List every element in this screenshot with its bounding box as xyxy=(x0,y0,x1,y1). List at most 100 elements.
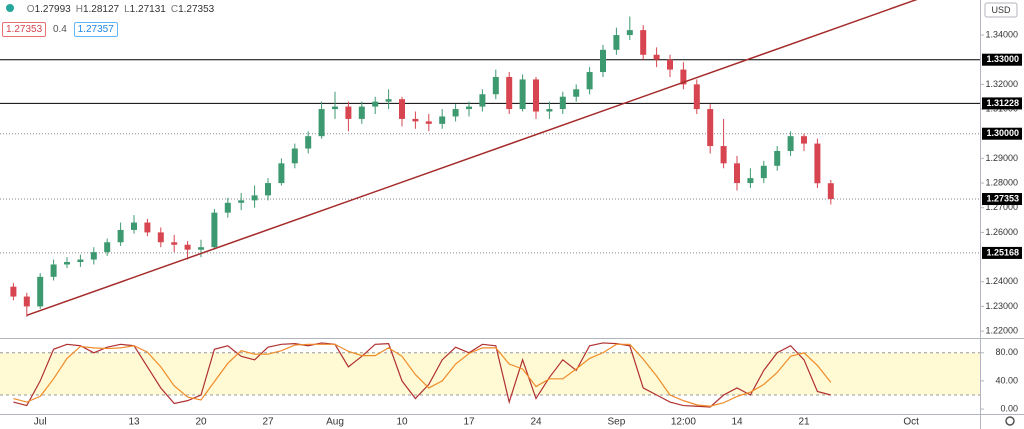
x-tick-label: 24 xyxy=(530,417,542,428)
currency-box[interactable] xyxy=(984,2,1018,18)
x-tick-label: 20 xyxy=(195,417,207,428)
settings-icon[interactable] xyxy=(1005,416,1015,426)
price-label: 1.31228 xyxy=(986,98,1019,108)
candle-body xyxy=(533,79,539,112)
y-tick-label: 1.26000 xyxy=(985,227,1018,237)
x-tick-label: 21 xyxy=(798,417,810,428)
price-label-box xyxy=(982,97,1022,110)
candle-body xyxy=(305,136,312,149)
y-tick-label: 1.34000 xyxy=(985,29,1018,39)
candle-body xyxy=(224,202,231,213)
y-tick-label: 40.00 xyxy=(995,375,1018,385)
x-tick-label: 12:00 xyxy=(671,417,696,428)
candle-body xyxy=(680,69,687,85)
ohlc-value: 1.28127 xyxy=(82,4,120,15)
candle-body xyxy=(586,72,593,90)
candle-body xyxy=(345,106,352,119)
x-tick-label: Jul xyxy=(34,417,47,428)
candle-body xyxy=(653,54,660,60)
candle-body xyxy=(801,136,807,144)
band xyxy=(0,352,980,395)
candle-body xyxy=(372,101,379,107)
candle-body xyxy=(251,195,258,201)
candle-body xyxy=(157,232,164,243)
candle-body xyxy=(318,109,325,137)
ohlc-label: O xyxy=(26,4,35,15)
ohlc-value: 1.27993 xyxy=(34,4,71,15)
price-label: 1.27353 xyxy=(986,193,1019,203)
bid[interactable]: 1.27353 xyxy=(2,22,47,37)
candle-body xyxy=(425,121,432,124)
candle-body xyxy=(131,222,137,230)
candle-body xyxy=(184,244,191,250)
candle-body xyxy=(613,35,620,50)
x-tick-label: Aug xyxy=(326,417,344,428)
price-label-box xyxy=(982,246,1022,259)
candle-body xyxy=(238,200,245,203)
candle-body xyxy=(600,49,606,73)
trendline xyxy=(26,0,918,317)
candle-body xyxy=(466,106,472,110)
candle-body xyxy=(117,229,124,243)
candle-body xyxy=(104,242,111,253)
candle-body xyxy=(707,109,714,147)
candle-body xyxy=(37,276,44,307)
stoch-line xyxy=(13,343,832,407)
candle-body xyxy=(814,143,821,184)
candle-body xyxy=(439,116,446,124)
candle-body xyxy=(412,118,419,122)
candle-body xyxy=(747,178,754,184)
candle-body xyxy=(559,96,566,110)
quote-row: 1.27353 0.4 1.27357 xyxy=(2,22,118,37)
candle-body xyxy=(358,106,365,119)
candle-body xyxy=(90,252,97,260)
price-label: 1.33000 xyxy=(986,54,1019,64)
y-tick-label: 1.24000 xyxy=(985,276,1018,286)
candle-body xyxy=(546,109,553,112)
spread: 0.4 xyxy=(52,24,67,35)
y-tick-label: 0.00 xyxy=(1000,403,1018,413)
y-tick-label: 1.32000 xyxy=(985,79,1018,89)
candle-body xyxy=(77,259,84,263)
ohlc: O1.27993 H1.28127 L1.27131 C1.27353 xyxy=(27,4,219,15)
candle-body xyxy=(10,286,17,297)
x-tick-label: Sep xyxy=(608,417,626,428)
candle-body xyxy=(479,94,486,107)
candle-body xyxy=(720,146,727,164)
candle-body xyxy=(265,183,271,196)
ohlc-value: 1.27353 xyxy=(178,4,215,15)
candle-body xyxy=(787,136,794,151)
y-tick-label: 1.29000 xyxy=(985,153,1018,163)
candle-body xyxy=(278,163,285,184)
candle-body xyxy=(626,30,633,36)
candle-body xyxy=(171,242,178,245)
candle-body xyxy=(291,148,298,164)
price-label: 1.30000 xyxy=(986,128,1019,138)
price-label: 1.25168 xyxy=(986,247,1019,257)
x-tick-label: 17 xyxy=(463,417,475,428)
candle-body xyxy=(774,150,781,166)
x-tick-label: 10 xyxy=(396,417,408,428)
ohlc-label: C xyxy=(170,4,179,15)
status-dot xyxy=(6,4,14,12)
price-label-box xyxy=(982,127,1022,140)
y-tick-label: 80.00 xyxy=(995,347,1018,357)
y-tick-label: 1.27000 xyxy=(985,202,1018,212)
candle-body xyxy=(452,109,459,117)
candle-body xyxy=(827,183,834,200)
candle-body xyxy=(23,296,30,307)
candle-body xyxy=(734,163,740,184)
price-label-box xyxy=(982,193,1022,206)
y-tick-label: 1.28000 xyxy=(985,177,1018,187)
price-label-box xyxy=(982,53,1022,66)
ask[interactable]: 1.27357 xyxy=(73,22,118,37)
ohlc-label: L xyxy=(124,4,130,15)
y-tick-label: 1.22000 xyxy=(985,325,1018,335)
candle-body xyxy=(144,222,151,233)
candle-body xyxy=(573,89,580,97)
candle-body xyxy=(198,247,204,250)
candle-body xyxy=(399,99,405,119)
